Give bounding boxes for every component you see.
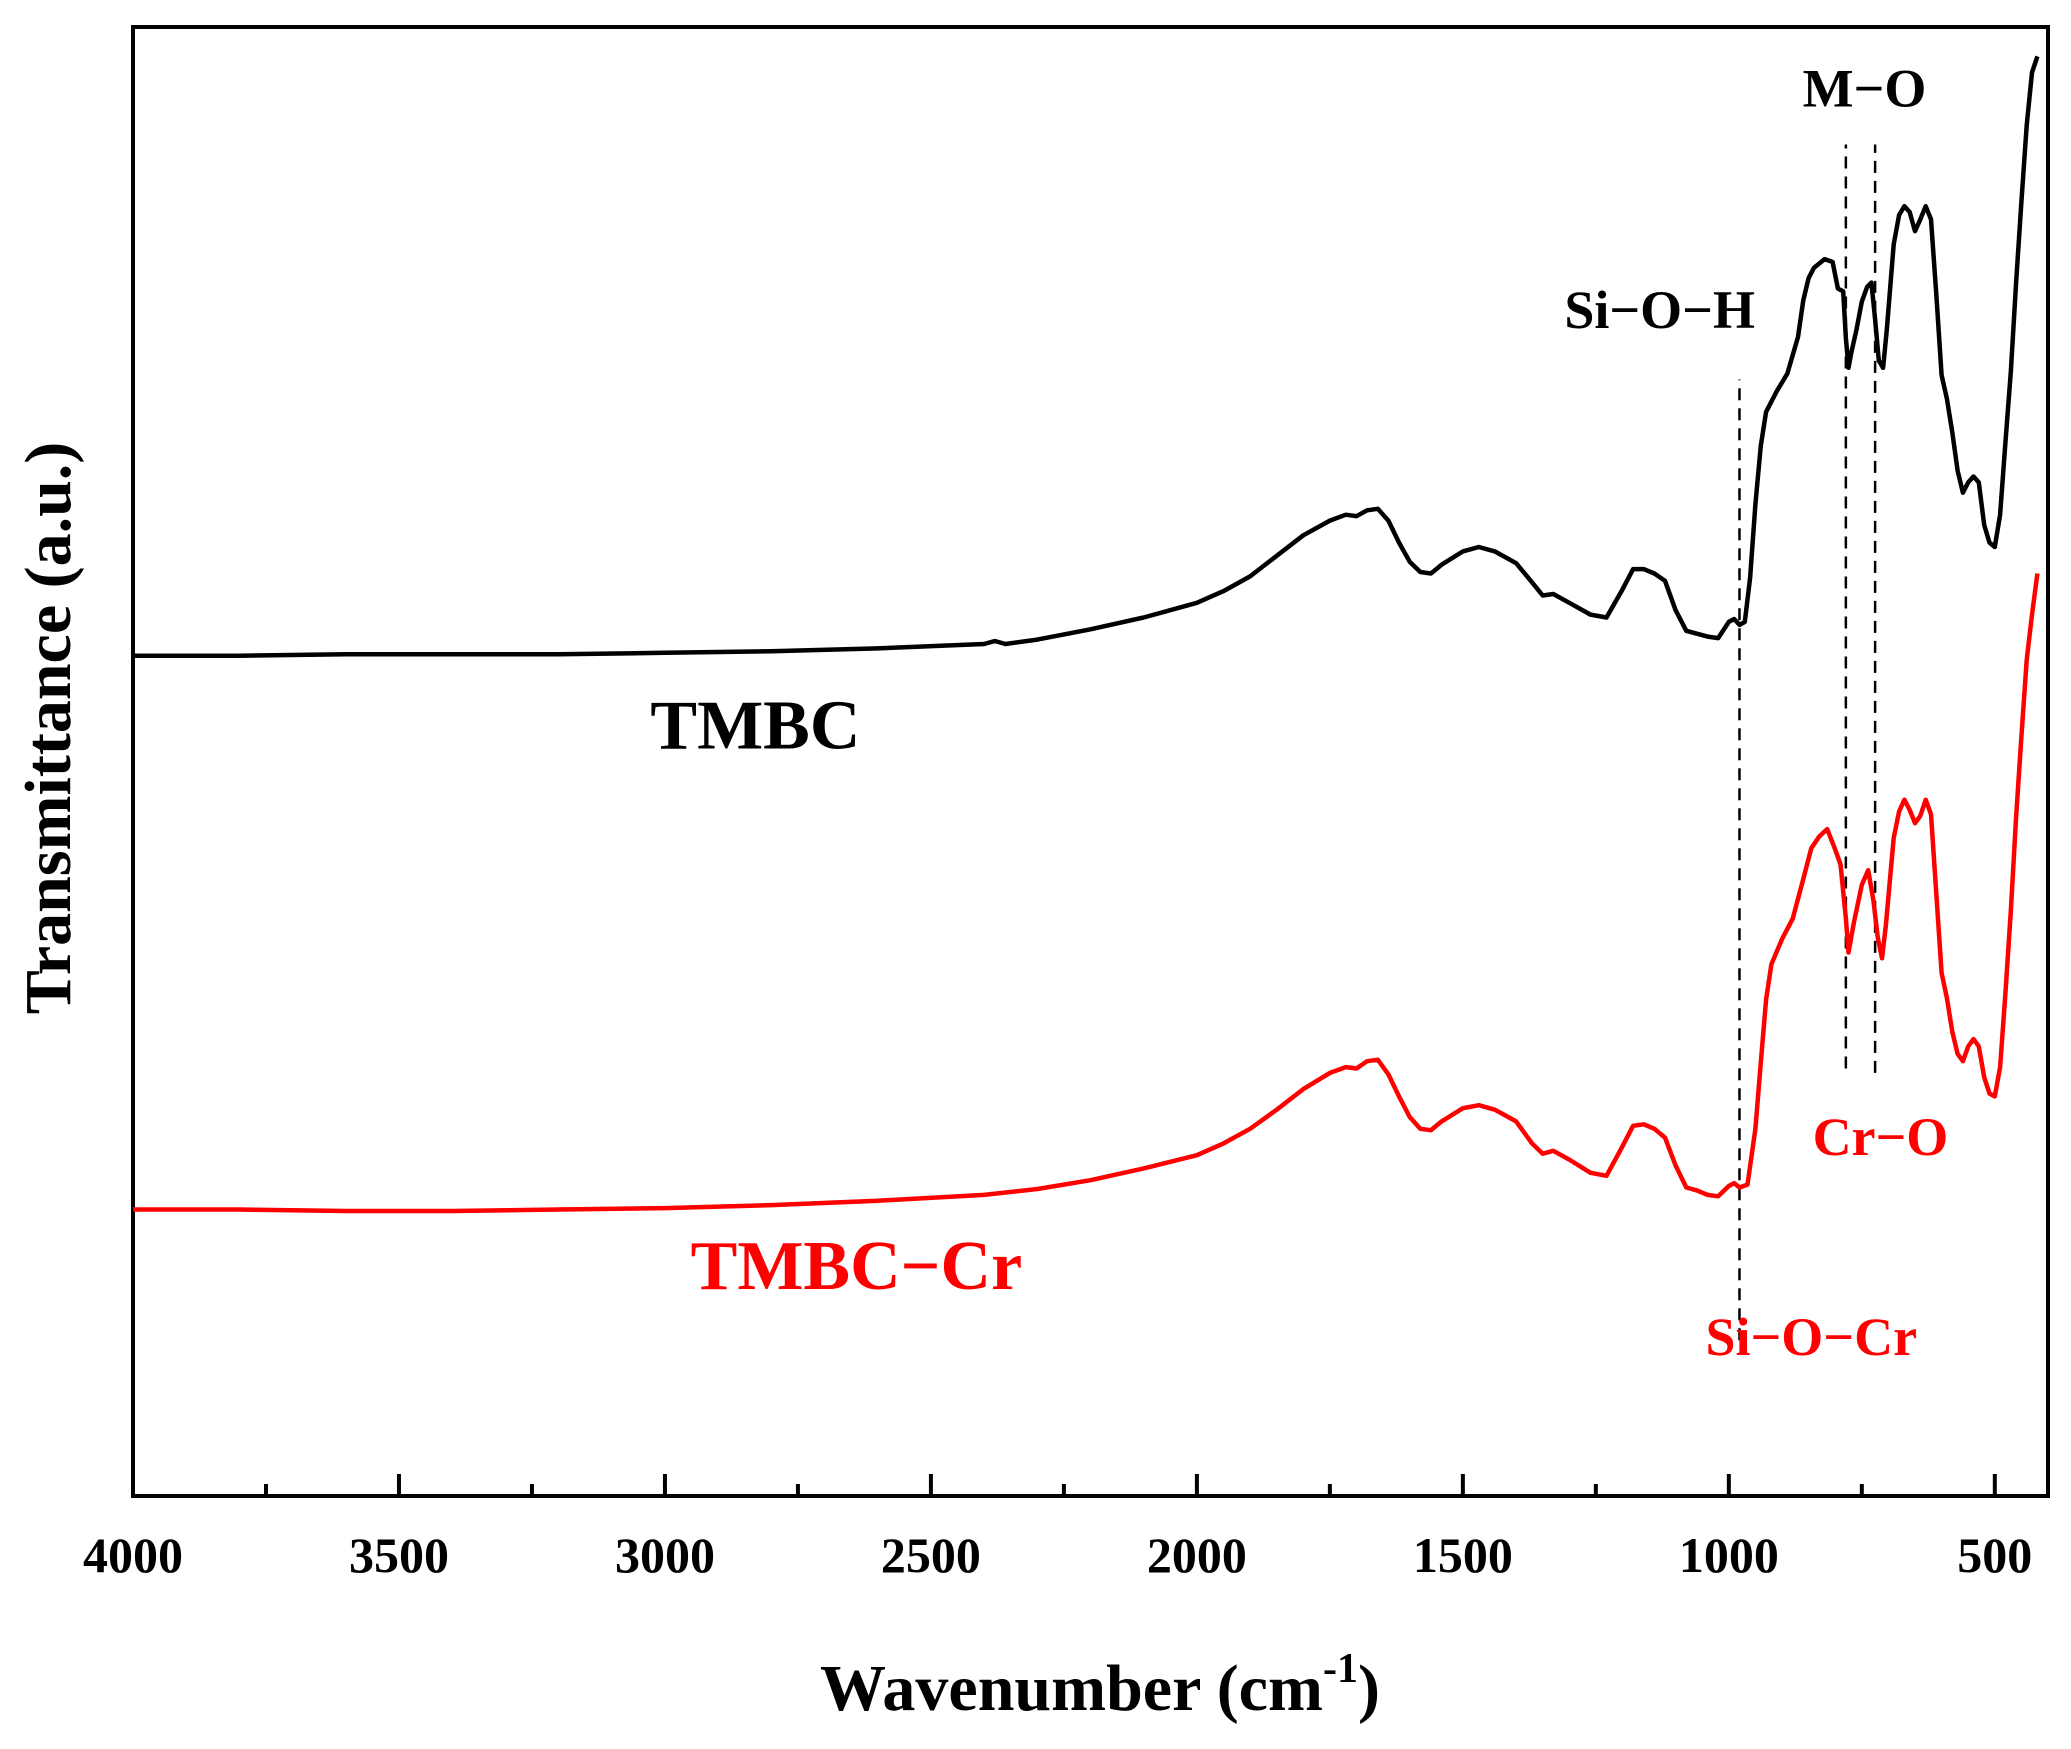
x-tick-label-4000: 4000: [83, 1527, 183, 1583]
x-axis-ticks: [131, 1474, 1997, 1496]
series-labels: TMBC TMBC−Cr: [650, 687, 1022, 1305]
series-label-tmbc-cr: TMBC−Cr: [691, 1228, 1023, 1305]
x-tick-label-3500: 3500: [349, 1527, 449, 1583]
x-tick-label-500: 500: [1957, 1527, 2032, 1583]
x-tick-label-2000: 2000: [1147, 1527, 1247, 1583]
annotation-si-o-cr: Si−O−Cr: [1706, 1307, 1918, 1367]
series-group: [133, 55, 2040, 1214]
plot-frame: [131, 25, 2050, 1498]
x-tick-label-2500: 2500: [881, 1527, 981, 1583]
x-axis-title: Wavenumber (cm-1): [820, 1646, 1380, 1725]
annotations: M−O Si−O−H Cr−O Si−O−Cr: [1564, 58, 1948, 1367]
x-tick-label-3000: 3000: [615, 1527, 715, 1583]
x-axis-title-superscript: -1: [1323, 1646, 1358, 1692]
annotation-m-o: M−O: [1803, 58, 1927, 118]
x-tick-label-1500: 1500: [1413, 1527, 1513, 1583]
series-label-tmbc: TMBC: [650, 687, 860, 764]
series-line-tmbc: [133, 55, 2040, 658]
x-tick-label-1000: 1000: [1679, 1527, 1779, 1583]
x-axis-tick-labels: 4000 3500 3000 2500 2000 1500 1000 500: [83, 1527, 2032, 1583]
y-axis-title: Transmittance (a.u.): [12, 442, 85, 1015]
x-axis-title-close: ): [1358, 1652, 1380, 1725]
annotation-si-o-h: Si−O−H: [1564, 280, 1755, 340]
series-line-tmbc-cr: [133, 573, 2040, 1214]
annotation-cr-o: Cr−O: [1813, 1107, 1949, 1167]
